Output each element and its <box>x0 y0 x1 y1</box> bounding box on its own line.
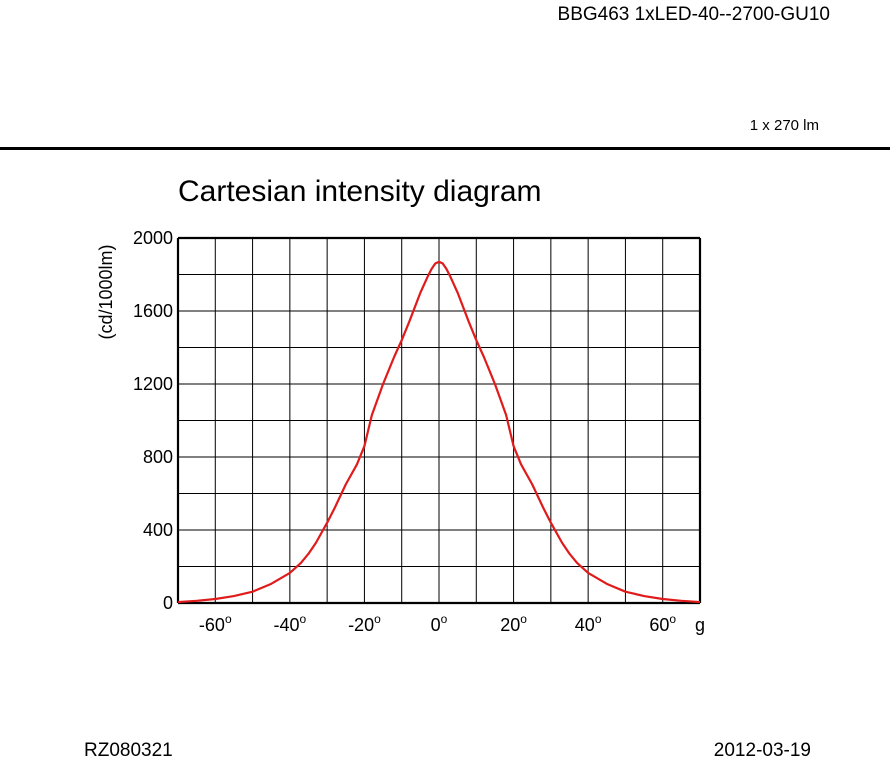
x-tick-label: 60o <box>649 612 676 635</box>
x-tick-labels: -60o -40o -20o 0o 20o 40o 60o <box>199 612 676 635</box>
x-tick-label: 20o <box>500 612 527 635</box>
y-tick-label: 0 <box>163 593 173 613</box>
y-tick-label: 400 <box>143 520 173 540</box>
y-tick-label: 2000 <box>133 228 173 248</box>
product-code: BBG463 1xLED-40--2700-GU10 <box>557 4 830 25</box>
y-axis-label: (cd/1000lm) <box>96 244 116 339</box>
document-code: RZ080321 <box>84 740 173 761</box>
x-tick-label: -60o <box>199 612 232 635</box>
x-axis-label: g <box>695 615 705 635</box>
x-tick-label: -20o <box>348 612 381 635</box>
intensity-curve <box>177 260 701 604</box>
y-tick-label: 1200 <box>133 374 173 394</box>
header-divider <box>0 147 890 150</box>
x-tick-label: 40o <box>575 612 602 635</box>
x-tick-label: 0o <box>431 612 448 635</box>
y-tick-label: 800 <box>143 447 173 467</box>
chart-title: Cartesian intensity diagram <box>178 175 542 208</box>
x-tick-label: -40o <box>274 612 307 635</box>
y-tick-labels: 0 400 800 1200 1600 2000 <box>133 228 173 613</box>
chart-grid <box>176 236 702 605</box>
y-tick-label: 1600 <box>133 301 173 321</box>
luminous-flux: 1 x 270 lm <box>749 117 819 134</box>
document-date: 2012-03-19 <box>713 740 811 761</box>
